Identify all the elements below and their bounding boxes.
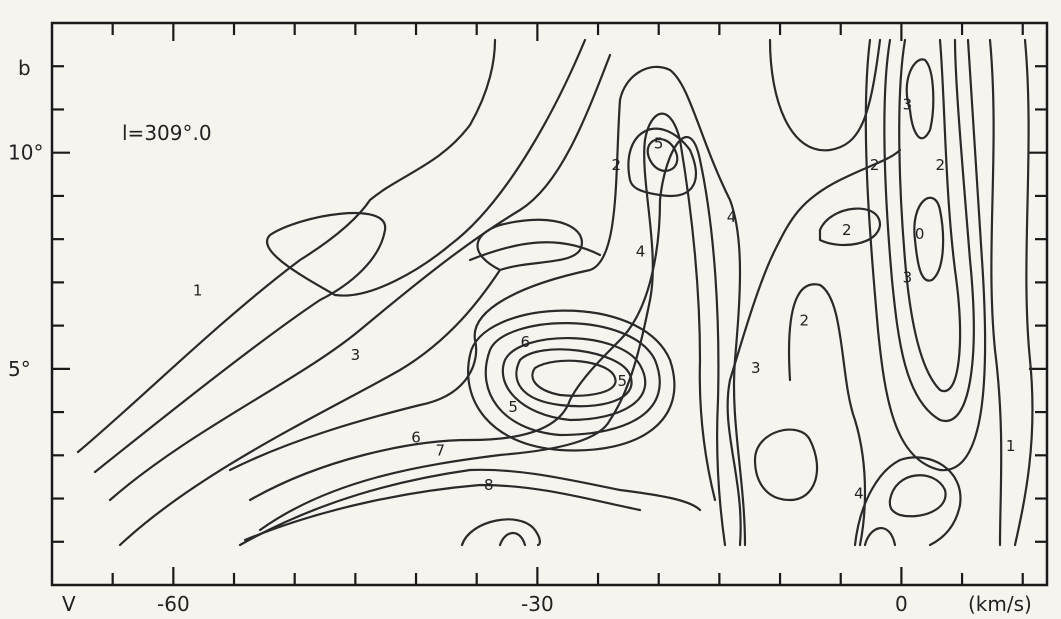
contour-level-label: 3 <box>751 359 761 377</box>
contour-line <box>228 65 747 547</box>
x-axis-unit-label: (km/s) <box>968 592 1032 616</box>
contour-line <box>118 218 583 547</box>
contour-line <box>467 309 676 452</box>
x-axis-var-label: V <box>62 592 76 616</box>
contour-line <box>498 531 527 547</box>
y-tick-label: 5° <box>8 357 31 381</box>
contour-line <box>76 38 497 454</box>
contour-line <box>883 38 975 423</box>
contour-line <box>258 112 717 532</box>
axis-ticks: -60 -30 0 5° 10° <box>8 23 1047 616</box>
plot-frame <box>50 21 1049 587</box>
contour-level-label: 0 <box>915 225 925 243</box>
contour-line <box>238 468 702 547</box>
contour-line <box>646 138 679 172</box>
contour-level-label: 6 <box>520 333 530 351</box>
x-tick-label: -60 <box>157 592 190 616</box>
contour-level-label: 2 <box>870 156 880 174</box>
contour-line <box>248 135 727 547</box>
contour-level-label: 2 <box>800 312 810 330</box>
contour-line <box>787 283 867 547</box>
contour-level-label: 4 <box>854 485 864 503</box>
contour-level-label: 2 <box>935 156 945 174</box>
contour-level-label: 2 <box>842 221 852 239</box>
contour-line <box>460 518 541 547</box>
contour-level-label: 1 <box>193 281 203 299</box>
contour-line <box>818 207 882 247</box>
contour-line <box>888 474 947 518</box>
contour-level-label: 3 <box>903 95 913 113</box>
contour-line <box>484 322 661 437</box>
contour-line <box>627 127 697 197</box>
contour-level-label: 2 <box>611 156 621 174</box>
contour-line <box>1013 38 1034 547</box>
contour-line <box>243 483 642 542</box>
contour-line <box>905 58 935 140</box>
contour-level-label: 7 <box>436 441 446 459</box>
contour-line <box>863 527 897 547</box>
x-tick-label: 0 <box>895 592 908 616</box>
contour-level-label: 1 <box>1006 437 1016 455</box>
contour-level-label: 6 <box>411 428 421 446</box>
contour-level-label: 5 <box>508 398 518 416</box>
contour-line <box>768 38 882 152</box>
contour-level-label: 5 <box>618 372 628 390</box>
y-tick-label: 10° <box>8 141 43 165</box>
contour-level-label: 3 <box>351 346 361 364</box>
contour-line <box>501 337 647 422</box>
contour-line <box>108 53 612 502</box>
contour-line <box>853 456 962 547</box>
contour-level-label: 5 <box>654 134 664 152</box>
contour-level-label: 4 <box>727 208 737 226</box>
contour-line <box>726 148 902 547</box>
contour-level-label: 3 <box>903 268 913 286</box>
contour-line <box>468 241 602 262</box>
contour-line <box>864 38 987 472</box>
plot-annotation: l=309°.0 <box>122 121 212 145</box>
y-axis-var-label: b <box>18 56 31 80</box>
contour-level-label: 4 <box>636 242 646 260</box>
contour-line <box>913 196 945 282</box>
contour-line <box>898 38 962 393</box>
contour-level-label: 8 <box>484 476 494 494</box>
x-tick-label: -30 <box>521 592 554 616</box>
contour-lines <box>76 38 1034 547</box>
contour-line <box>531 359 617 397</box>
contour-line <box>515 348 633 408</box>
contour-line <box>988 38 1003 547</box>
contour-line <box>753 428 819 502</box>
contour-line <box>93 38 587 474</box>
